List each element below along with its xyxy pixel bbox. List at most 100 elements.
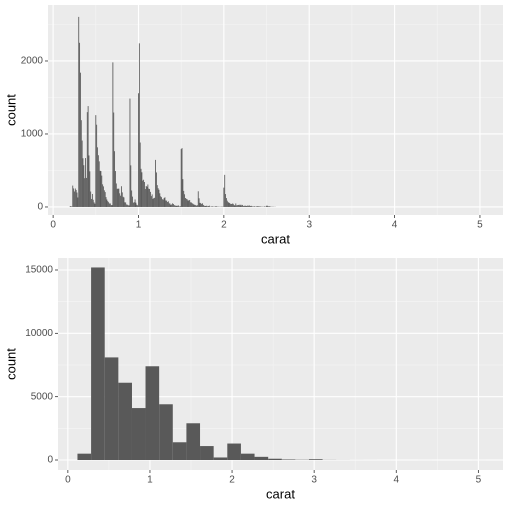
y-axis-title: count — [3, 94, 18, 126]
bar — [247, 205, 249, 207]
bar — [70, 206, 72, 207]
bar — [191, 203, 193, 207]
bar — [107, 201, 109, 207]
bar — [168, 203, 170, 207]
bar — [196, 205, 198, 207]
bar — [120, 195, 121, 207]
bar — [237, 205, 238, 207]
bar — [181, 148, 183, 207]
bar — [182, 179, 184, 207]
bar — [193, 204, 195, 207]
bar — [268, 206, 270, 207]
bar — [160, 196, 162, 207]
x-tick-label: 1 — [147, 475, 153, 486]
bar — [114, 151, 116, 207]
bar — [239, 205, 241, 207]
bar — [153, 197, 155, 207]
bar — [167, 202, 168, 207]
bar — [205, 205, 207, 207]
bar — [212, 206, 214, 207]
bar — [204, 206, 206, 207]
bar — [180, 149, 182, 207]
bar — [100, 171, 102, 207]
bar — [235, 203, 237, 207]
x-axis-title: carat — [266, 486, 295, 501]
bar — [176, 205, 178, 207]
bar — [234, 205, 236, 207]
bar — [269, 206, 271, 207]
bar — [135, 202, 137, 207]
bar — [75, 189, 77, 207]
bar — [148, 188, 150, 207]
bar — [190, 202, 192, 207]
bar — [228, 202, 230, 207]
x-tick-label: 5 — [477, 220, 483, 231]
bar — [137, 205, 139, 207]
bar — [238, 204, 240, 207]
bar — [103, 186, 104, 207]
bar — [215, 206, 217, 207]
bar — [178, 205, 180, 207]
x-tick-label: 3 — [306, 220, 312, 231]
bar — [189, 200, 191, 207]
bar — [115, 183, 117, 207]
bar — [149, 189, 151, 207]
y-axis-title: count — [3, 348, 18, 380]
bar — [92, 199, 94, 207]
bar — [207, 206, 209, 207]
bar — [131, 190, 133, 207]
bar — [96, 124, 98, 207]
bar — [122, 196, 124, 207]
y-tick-label: 0 — [47, 455, 53, 466]
y-tick-label: 2000 — [21, 56, 44, 67]
bar — [103, 190, 105, 207]
bar — [146, 186, 148, 207]
bar — [99, 170, 101, 207]
x-tick-label: 2 — [221, 220, 227, 231]
bar — [134, 199, 136, 207]
bar — [79, 42, 81, 207]
bar — [76, 192, 78, 207]
bar — [173, 205, 175, 207]
bar — [253, 206, 255, 207]
bar — [147, 184, 149, 207]
bar — [156, 185, 158, 207]
bar — [243, 206, 244, 207]
y-tick-label: 10000 — [25, 328, 53, 339]
bar — [91, 198, 92, 207]
bar — [98, 161, 100, 207]
bar — [105, 197, 107, 207]
bar — [94, 203, 96, 207]
bar — [121, 192, 123, 207]
bar — [132, 202, 134, 207]
bar — [240, 453, 255, 461]
bar — [115, 171, 116, 207]
bar — [86, 112, 88, 207]
bar — [150, 191, 151, 207]
bar — [104, 357, 119, 461]
bar — [97, 155, 99, 207]
bar — [117, 188, 119, 207]
bar — [227, 443, 241, 461]
bar — [93, 202, 95, 207]
bar — [229, 203, 231, 207]
bar — [245, 205, 247, 207]
bar — [196, 205, 197, 207]
bar — [177, 205, 179, 207]
bar — [187, 200, 189, 207]
bar — [237, 205, 239, 207]
bar — [155, 159, 156, 207]
bar — [128, 205, 130, 207]
bar — [186, 423, 201, 461]
bar — [225, 198, 227, 207]
x-tick-label: 0 — [50, 220, 56, 231]
bar — [80, 72, 81, 207]
bar — [109, 203, 111, 207]
bar — [120, 186, 122, 207]
bar — [188, 200, 190, 207]
bar — [200, 203, 202, 207]
bar — [185, 198, 187, 207]
bar — [102, 184, 104, 207]
bar — [203, 205, 205, 207]
bar — [308, 459, 323, 461]
